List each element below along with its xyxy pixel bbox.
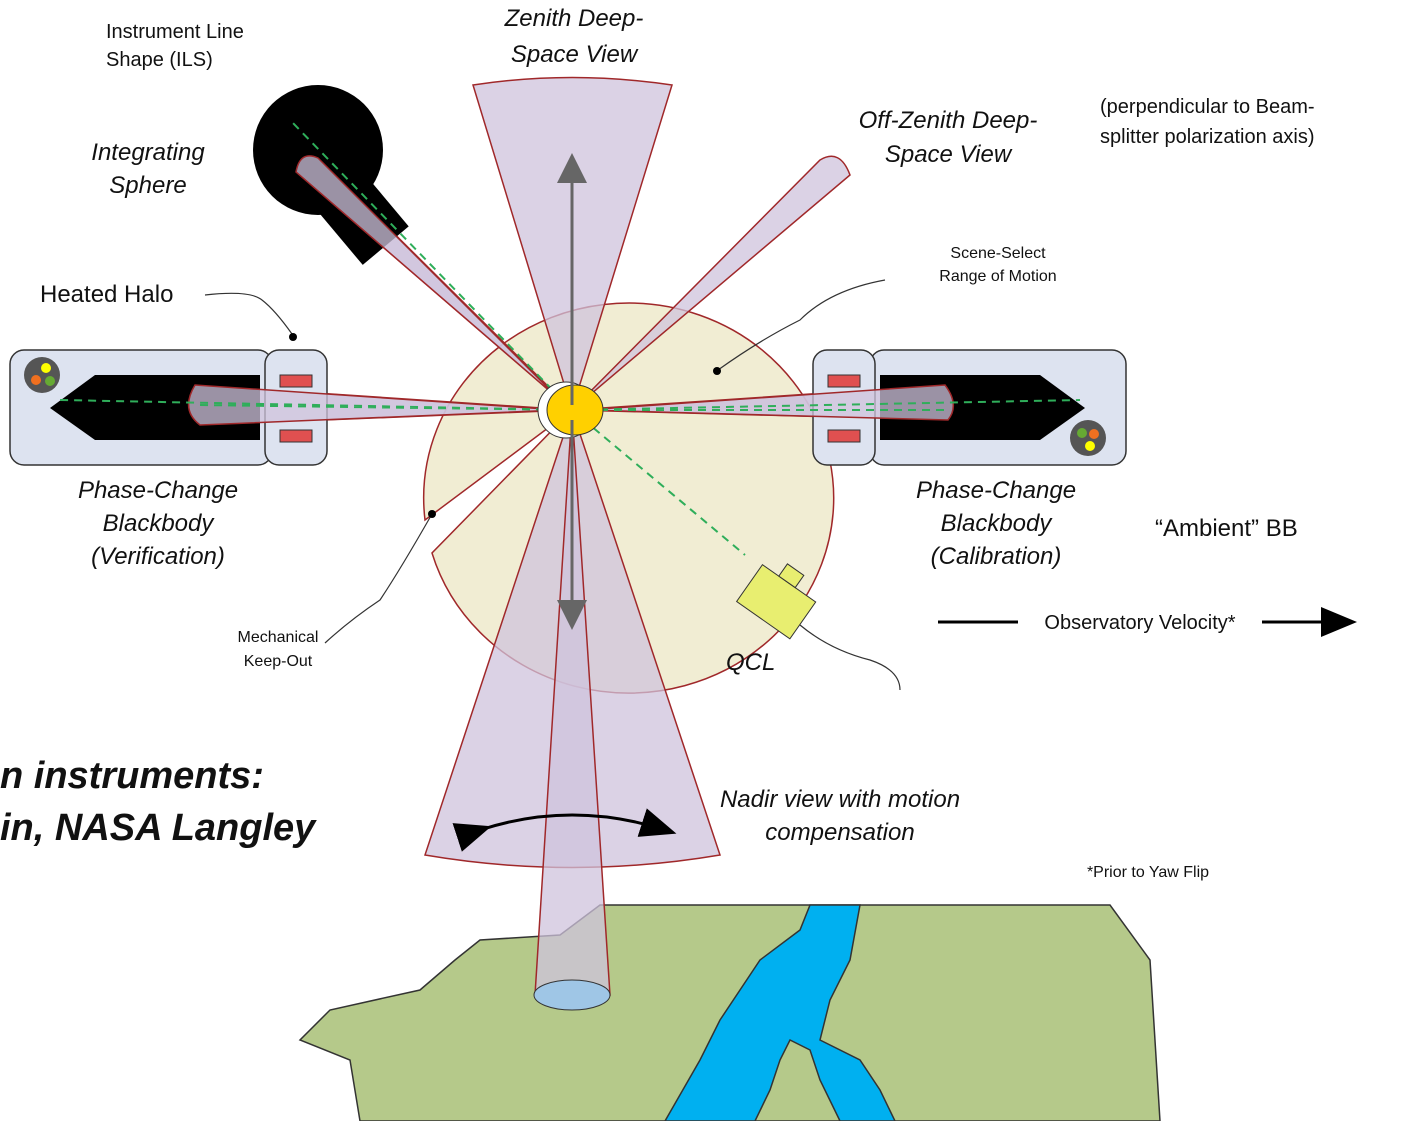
blackbody-right (584, 349, 1127, 466)
label: Nadir view with motion (720, 786, 960, 813)
scene-mirror (546, 384, 604, 436)
label: in, NASA Langley (0, 807, 317, 849)
label: Integrating (91, 139, 205, 166)
label: Sphere (109, 172, 186, 199)
motion-arrow (452, 808, 677, 852)
leader-dots (289, 333, 721, 518)
label: QCL (726, 649, 775, 676)
label: Mechanical (238, 629, 319, 646)
label: Off-Zenith Deep- (859, 107, 1038, 134)
blackbody-left (9, 349, 561, 466)
label: Blackbody (941, 510, 1054, 537)
label: Heated Halo (40, 281, 173, 308)
label: Range of Motion (939, 268, 1056, 285)
qcl (735, 563, 817, 640)
label: (perpendicular to Beam- (1100, 96, 1315, 118)
label: compensation (765, 819, 914, 846)
label: Zenith Deep- (504, 5, 644, 32)
label: (Calibration) (931, 543, 1062, 570)
label: Phase-Change (916, 477, 1076, 504)
label: n instruments: (0, 755, 264, 797)
optical-paths (59, 119, 1081, 556)
label: Scene-Select (950, 245, 1046, 262)
label: *Prior to Yaw Flip (1087, 864, 1209, 881)
integrating-sphere (253, 85, 561, 401)
label: splitter polarization axis) (1100, 126, 1315, 148)
label: Instrument Line (106, 21, 244, 43)
label: Observatory Velocity* (1044, 612, 1235, 634)
label: Blackbody (103, 510, 216, 537)
ground (298, 904, 1161, 1122)
label: “Ambient” BB (1155, 515, 1298, 542)
label: Keep-Out (244, 653, 313, 670)
label: Phase-Change (78, 477, 238, 504)
label: Space View (511, 41, 639, 68)
label: (Verification) (91, 543, 225, 570)
leaders (204, 279, 901, 691)
label: Shape (ILS) (106, 49, 213, 71)
label: Space View (885, 141, 1013, 168)
